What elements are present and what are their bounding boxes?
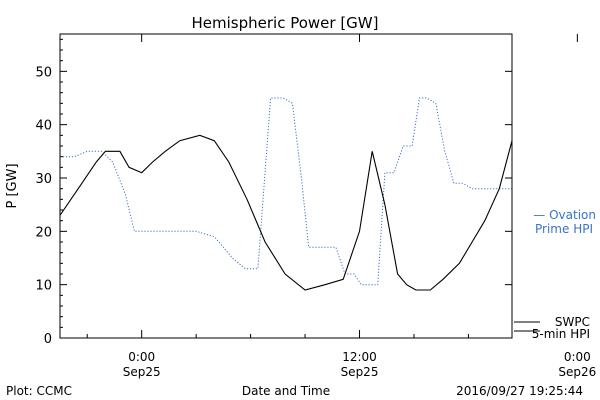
y-tick-label: 20 bbox=[35, 225, 52, 240]
x-tick-label-date: Sep26 bbox=[558, 365, 596, 379]
x-tick-label-date: Sep25 bbox=[123, 365, 161, 379]
footer-plot-credit: Plot: CCMC bbox=[6, 384, 72, 398]
x-axis-ticks: 0:00Sep2512:00Sep250:00Sep2612:00Sep260:… bbox=[86, 34, 596, 379]
x-axis-label: Date and Time bbox=[242, 384, 330, 398]
x-tick-label-time: 12:00 bbox=[342, 350, 377, 364]
y-tick-label: 50 bbox=[35, 65, 52, 80]
y-tick-label: 10 bbox=[35, 279, 52, 294]
x-tick-label-time: 0:00 bbox=[128, 350, 155, 364]
legend-swpc: SWPC 5-min HPI bbox=[514, 315, 590, 341]
x-tick-label-time: 0:00 bbox=[564, 350, 591, 364]
footer-timestamp: 2016/09/27 19:25:44 bbox=[456, 384, 583, 398]
series-swpc-line bbox=[60, 134, 512, 291]
y-axis-ticks: 0 10 20 30 40 50 bbox=[35, 38, 512, 347]
series-ovation-prime-line bbox=[60, 97, 512, 286]
legend-ovation: — Ovation Prime HPI bbox=[533, 208, 596, 236]
y-axis-label: P [GW] bbox=[5, 163, 20, 208]
y-tick-label: 0 bbox=[44, 332, 52, 347]
y-tick-label: 30 bbox=[35, 172, 52, 187]
legend-ovation-line2: Prime HPI bbox=[535, 222, 593, 236]
chart-title: Hemispheric Power [GW] bbox=[192, 14, 379, 32]
y-tick-label: 40 bbox=[35, 119, 52, 134]
legend-swpc-line1: SWPC bbox=[555, 315, 590, 329]
legend-ovation-line1: — Ovation bbox=[533, 208, 596, 222]
legend-swpc-line2: 5-min HPI bbox=[532, 327, 590, 341]
plot-frame bbox=[59, 33, 513, 339]
x-tick-label-date: Sep25 bbox=[341, 365, 379, 379]
